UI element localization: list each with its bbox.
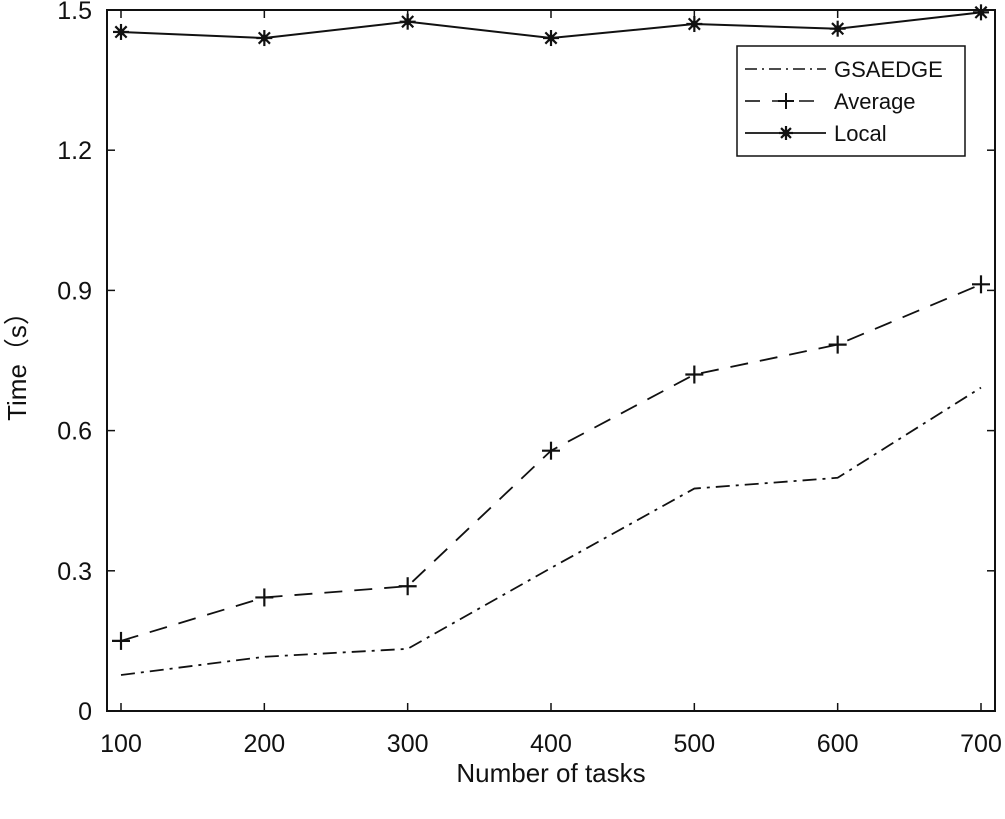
plus-marker-icon [828,335,847,354]
legend: GSAEDGE Average Local [736,45,966,157]
x-tick-label: 100 [100,730,142,758]
legend-label: Local [834,121,887,146]
legend-item-gsaedge: GSAEDGE [745,57,943,82]
legend-item-local: Local [745,121,887,146]
x-tick-label: 300 [387,730,429,758]
asterisk-marker-icon [779,126,793,140]
x-tick-label: 200 [243,730,285,758]
plus-marker-icon [685,365,704,384]
asterisk-marker-icon [543,30,559,47]
plus-marker-icon [398,577,417,596]
legend-item-average: Average [745,89,916,114]
x-axis: 100 200 300 400 500 600 700 [100,10,1002,758]
plus-marker-icon [778,93,794,109]
y-tick-label: 1.5 [57,0,92,25]
asterisk-marker-icon [686,16,703,33]
x-tick-label: 400 [530,730,572,758]
asterisk-marker-icon [779,126,793,140]
series-line [120,386,982,676]
series-average [112,275,990,650]
legend-label: Average [834,89,916,114]
x-tick-label: 700 [960,730,1002,758]
plus-marker-icon [255,588,274,607]
y-tick-label: 0.3 [57,558,92,586]
series-gsaedge [120,386,982,676]
plus-marker-icon [112,631,130,650]
y-axis: 0 0.3 0.6 0.9 1.2 1.5 [57,0,995,726]
plus-marker-icon [972,275,990,294]
y-tick-label: 0.9 [57,277,92,305]
series-layer [112,4,990,676]
asterisk-marker-icon [829,20,846,37]
x-axis-title: Number of tasks [456,758,645,788]
y-tick-label: 0 [78,698,92,726]
y-tick-label: 0.6 [57,418,92,446]
x-tick-label: 600 [817,730,859,758]
legend-label: GSAEDGE [834,57,943,82]
y-tick-label: 1.2 [57,137,92,165]
plus-marker-icon [542,441,560,460]
series-line [120,283,982,642]
asterisk-marker-icon [256,30,273,47]
y-axis-title: Time（s） [2,299,32,421]
x-tick-label: 500 [673,730,715,758]
asterisk-marker-icon [113,23,129,40]
asterisk-marker-icon [399,13,416,30]
series-local [113,4,989,47]
